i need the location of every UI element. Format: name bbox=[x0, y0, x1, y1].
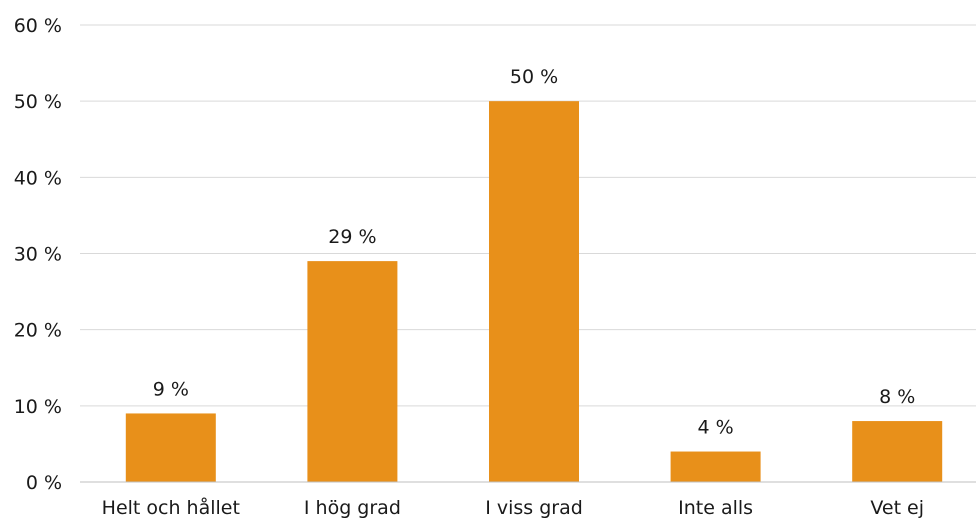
bar bbox=[852, 421, 943, 482]
category-label: I hög grad bbox=[304, 497, 401, 519]
data-label: 50 % bbox=[510, 66, 558, 88]
data-label: 8 % bbox=[879, 386, 915, 408]
data-labels: 9 % 29 % 50 % 4 % 8 % bbox=[153, 66, 916, 438]
y-tick-label: 20 % bbox=[14, 320, 62, 342]
y-tick-label: 30 % bbox=[14, 244, 62, 266]
y-tick-label: 50 % bbox=[14, 91, 62, 113]
bars bbox=[125, 101, 943, 483]
category-label: Inte alls bbox=[678, 497, 753, 519]
data-label: 29 % bbox=[328, 226, 376, 248]
bar bbox=[307, 261, 398, 482]
y-tick-label: 60 % bbox=[14, 15, 62, 37]
y-axis-tick-labels: 0 % 10 % 20 % 30 % 40 % 50 % 60 % bbox=[14, 15, 62, 494]
category-label: Vet ej bbox=[870, 497, 924, 519]
bar bbox=[489, 101, 579, 483]
bar bbox=[670, 451, 761, 482]
bar bbox=[125, 413, 216, 482]
category-label: I viss grad bbox=[485, 497, 583, 519]
data-label: 4 % bbox=[698, 417, 734, 439]
y-tick-label: 10 % bbox=[14, 396, 62, 418]
y-tick-label: 40 % bbox=[14, 167, 62, 189]
x-axis-category-labels: Helt och hållet I hög grad I viss grad Inte… bbox=[102, 496, 924, 519]
data-label: 9 % bbox=[153, 378, 189, 400]
category-label: Helt och hållet bbox=[102, 496, 240, 519]
y-tick-label: 0 % bbox=[26, 472, 62, 494]
